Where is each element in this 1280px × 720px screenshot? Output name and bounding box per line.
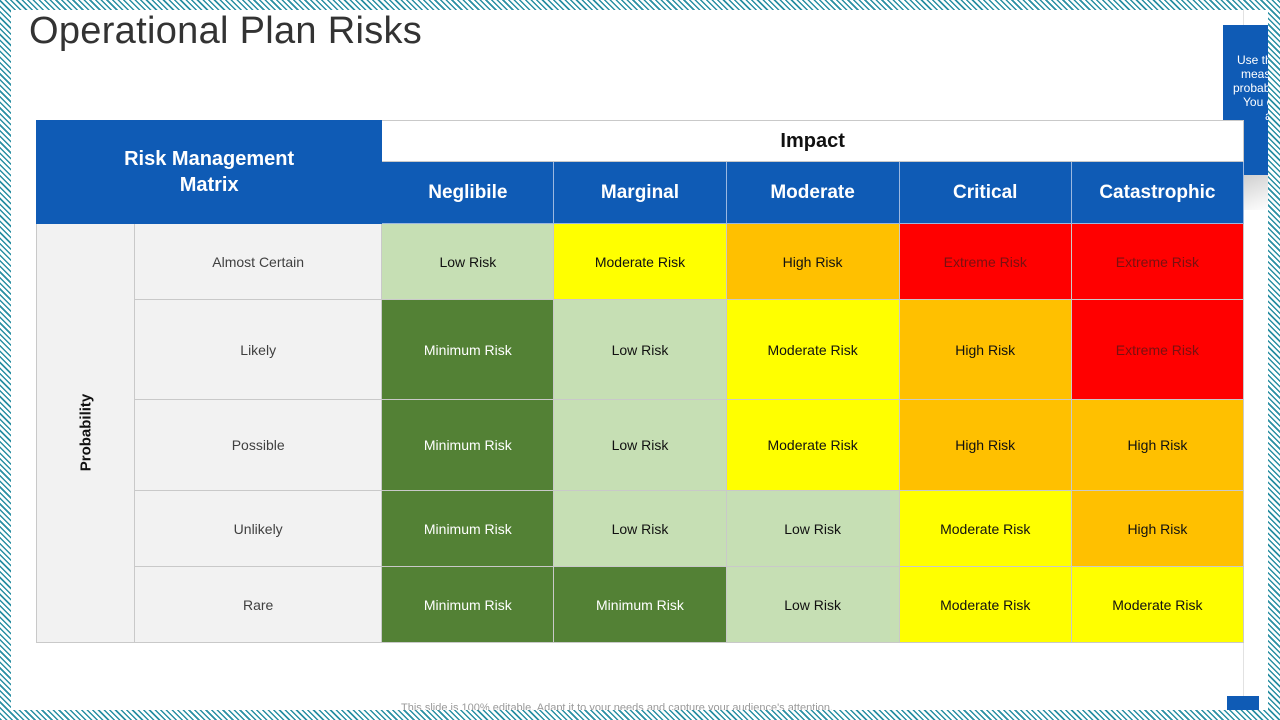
probability-row-label: Likely: [134, 299, 383, 400]
impact-level-header: Catastrophic: [1070, 161, 1245, 224]
divider-line: [1243, 10, 1244, 710]
probability-row-label: Rare: [134, 566, 383, 643]
risk-cell: Low Risk: [725, 566, 900, 643]
probability-row-label: Almost Certain: [134, 223, 383, 300]
risk-cell: Low Risk: [725, 490, 900, 567]
probability-axis: Probability: [35, 223, 136, 643]
risk-matrix-table: Risk Management Matrix Impact Neglibile …: [35, 120, 1245, 643]
risk-cell: Minimum Risk: [381, 299, 555, 400]
risk-cell: Moderate Risk: [725, 399, 900, 491]
impact-level-header: Moderate: [725, 161, 900, 224]
risk-cell: Low Risk: [381, 223, 555, 300]
risk-cell: High Risk: [1070, 399, 1245, 491]
note-line: Use the: [1237, 53, 1268, 67]
page-curl-decoration: [1243, 175, 1268, 210]
risk-cell: Minimum Risk: [381, 399, 555, 491]
risk-cell: Low Risk: [553, 399, 727, 491]
risk-cell: Moderate Risk: [553, 223, 727, 300]
risk-cell: Moderate Risk: [898, 490, 1072, 567]
impact-level-header: Marginal: [553, 161, 727, 224]
impact-header: Impact: [381, 120, 1244, 162]
risk-cell: Minimum Risk: [381, 490, 555, 567]
impact-level-header: Neglibile: [381, 161, 555, 224]
risk-cell: Low Risk: [553, 299, 727, 400]
probability-row-label: Possible: [134, 399, 383, 491]
risk-cell: Low Risk: [553, 490, 727, 567]
matrix-corner-title: Risk Management Matrix: [35, 120, 383, 224]
risk-cell: High Risk: [725, 223, 900, 300]
risk-cell: Extreme Risk: [898, 223, 1072, 300]
risk-cell: Minimum Risk: [553, 566, 727, 643]
probability-label: Probability: [77, 393, 95, 472]
risk-cell: Extreme Risk: [1070, 299, 1245, 400]
risk-cell: Moderate Risk: [1070, 566, 1245, 643]
note-line: You ca: [1243, 95, 1268, 109]
risk-cell: Extreme Risk: [1070, 223, 1245, 300]
risk-cell: Moderate Risk: [725, 299, 900, 400]
page-title: Operational Plan Risks: [29, 10, 423, 52]
footer-note: This slide is 100% editable. Adapt it to…: [401, 702, 833, 710]
note-line: probabil: [1233, 81, 1268, 95]
risk-cell: High Risk: [898, 299, 1072, 400]
corner-decoration: [1227, 696, 1259, 710]
impact-level-header: Critical: [898, 161, 1072, 224]
risk-cell: High Risk: [898, 399, 1072, 491]
probability-row-label: Unlikely: [134, 490, 383, 567]
note-line: measu: [1241, 67, 1268, 81]
slide: Operational Plan Risks Use the measu pro…: [11, 10, 1268, 710]
note-line: a: [1237, 109, 1268, 123]
risk-cell: High Risk: [1070, 490, 1245, 567]
risk-cell: Minimum Risk: [381, 566, 555, 643]
risk-cell: Moderate Risk: [898, 566, 1072, 643]
